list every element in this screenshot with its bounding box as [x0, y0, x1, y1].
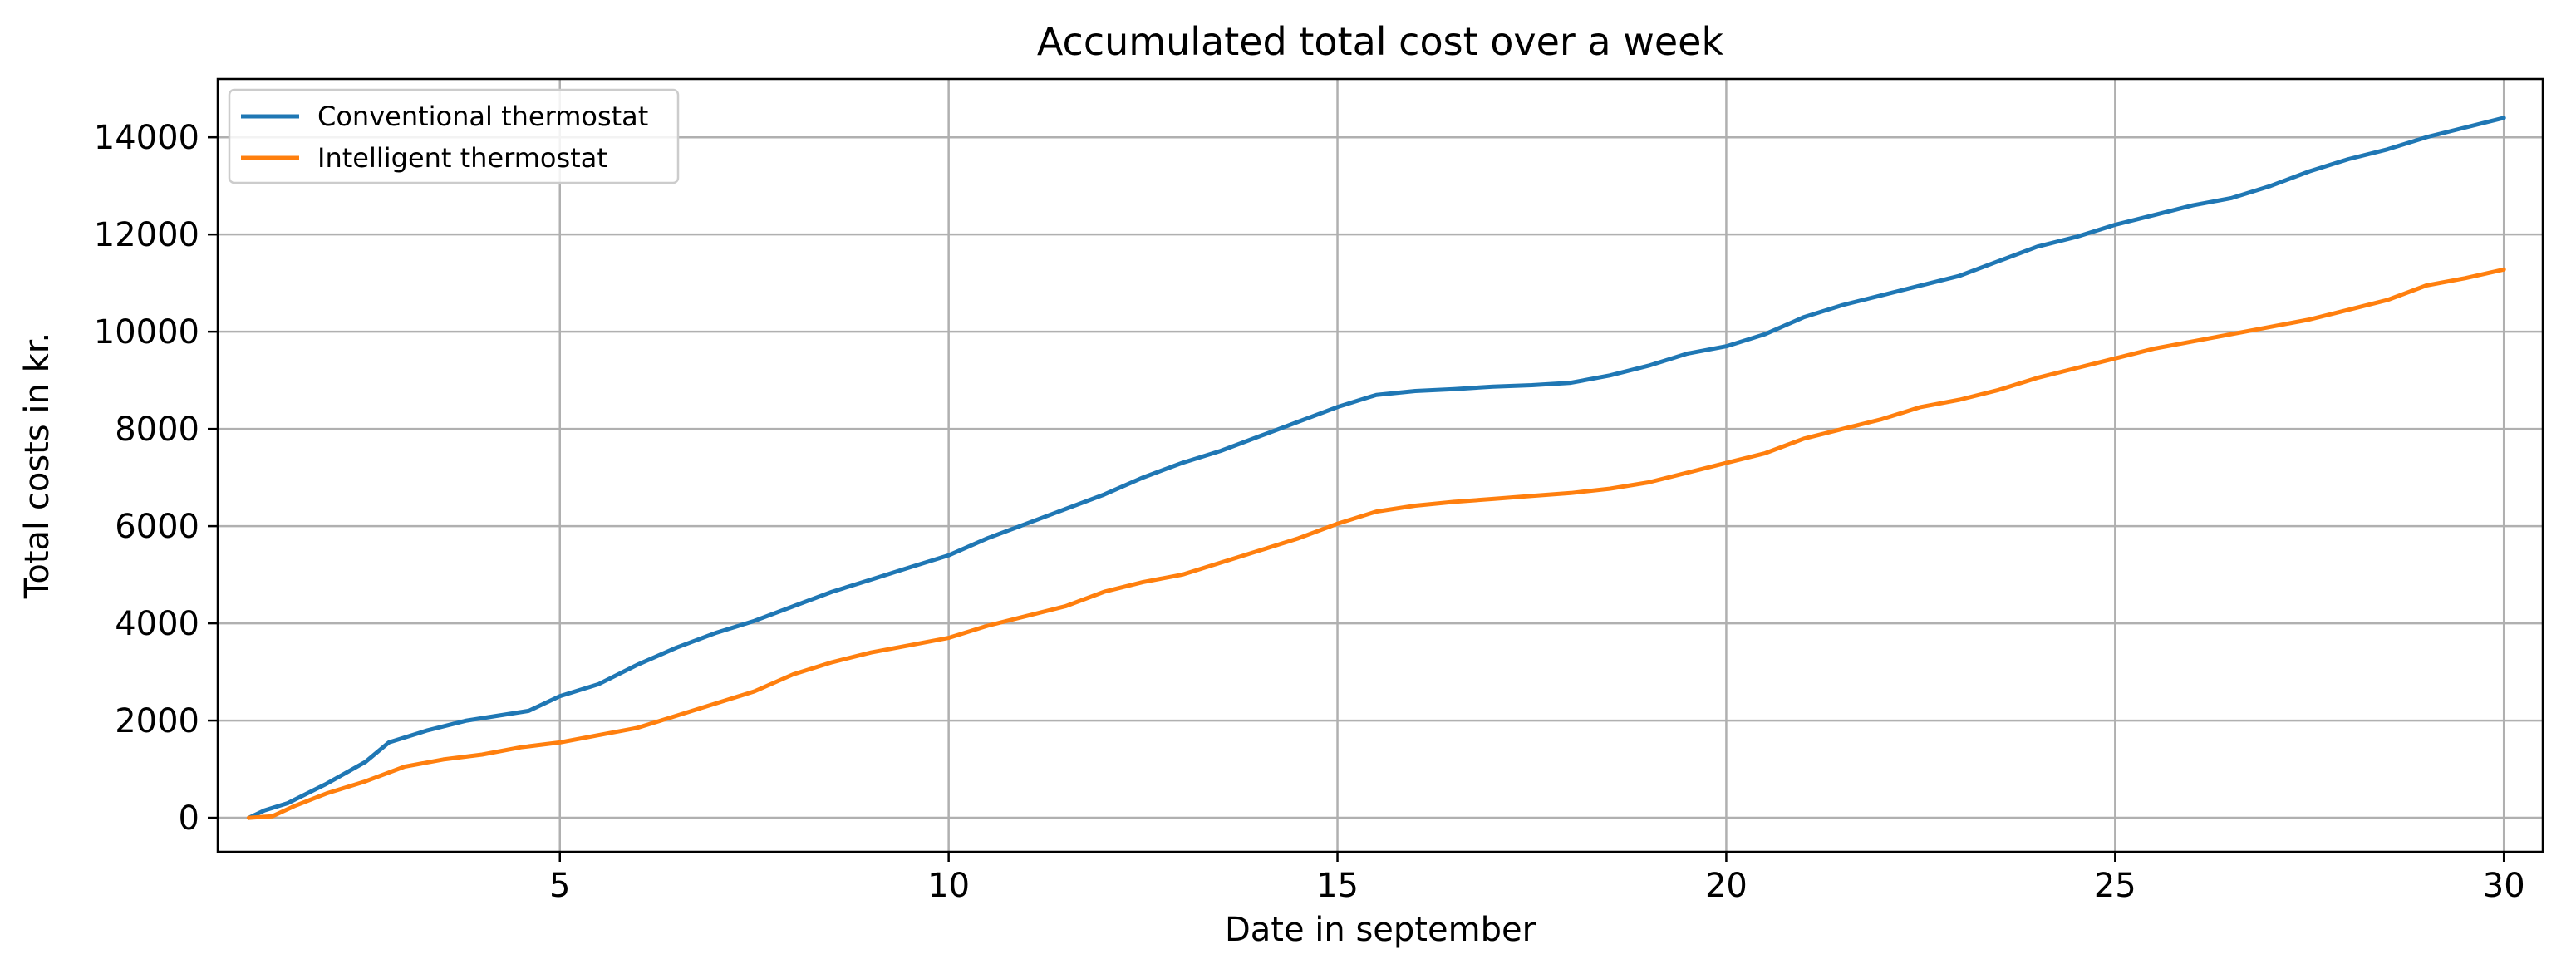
- legend-label: Intelligent thermostat: [317, 142, 607, 174]
- y-tick-label: 4000: [115, 605, 199, 643]
- x-tick-label: 15: [1316, 867, 1359, 905]
- y-tick-label: 14000: [94, 119, 199, 157]
- series-line-conventional: [246, 116, 2506, 820]
- legend-box: [228, 88, 680, 184]
- x-tick-label: 30: [2483, 867, 2525, 905]
- chart-title: Accumulated total cost over a week: [1037, 19, 1724, 64]
- grid-lines: [218, 79, 2543, 852]
- plot-frame: [216, 77, 2544, 853]
- y-tick-label: 2000: [115, 702, 199, 740]
- y-tick-label: 8000: [115, 411, 199, 449]
- x-tick-label: 25: [2094, 867, 2136, 905]
- y-tick-label: 12000: [94, 216, 199, 254]
- x-tick-label: 10: [927, 867, 970, 905]
- legend-label: Conventional thermostat: [317, 101, 648, 132]
- series-lines: [246, 116, 2506, 820]
- y-axis-label: Total costs in kr.: [18, 332, 57, 600]
- y-tick-label: 0: [179, 799, 199, 838]
- x-tick-label: 5: [549, 867, 570, 905]
- x-axis-label: Date in september: [1225, 911, 1536, 949]
- y-tick-label: 10000: [94, 313, 199, 352]
- axis-ticks: 5 10 15 20 25 30 0 2000 4000 6000 8000 10000 12000 14…: [94, 119, 2525, 905]
- legend: Conventional thermostat Intelligent therm…: [228, 88, 680, 184]
- y-tick-label: 6000: [115, 508, 199, 546]
- series-line-intelligent: [246, 267, 2506, 820]
- x-tick-label: 20: [1705, 867, 1748, 905]
